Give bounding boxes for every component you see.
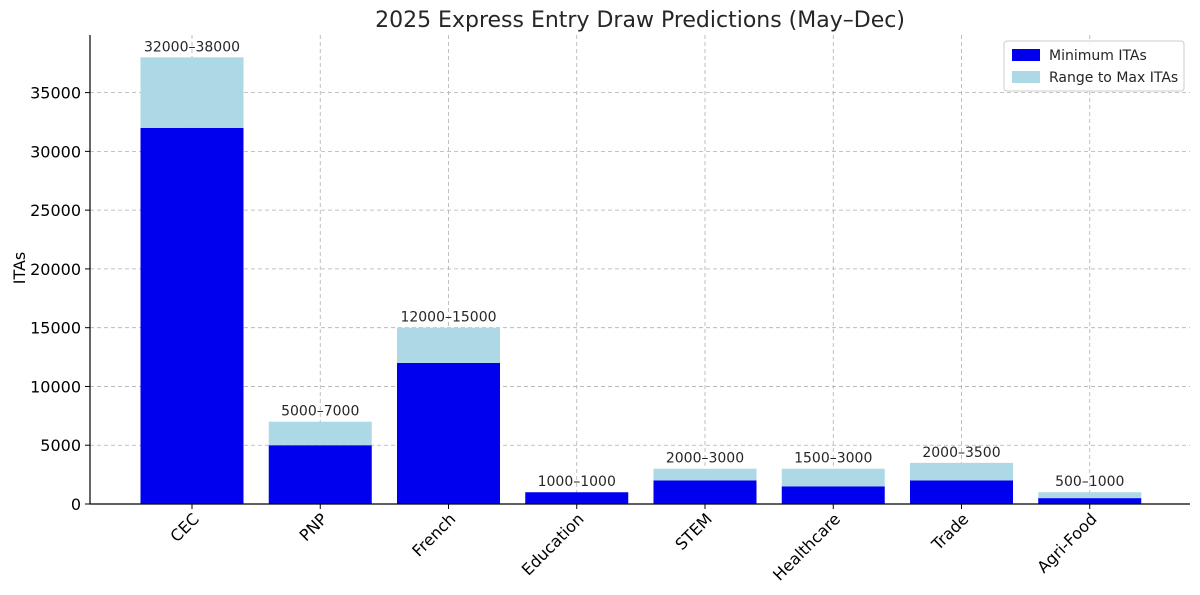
x-tick-label: Agri-Food xyxy=(1033,509,1100,576)
y-tick-label: 30000 xyxy=(30,142,81,161)
legend-swatch xyxy=(1012,71,1040,83)
bar-range xyxy=(397,327,500,363)
label-layer: 32000–38000 5000–7000 12000–15000 1000–1000… xyxy=(144,39,1124,490)
data-label: 1000–1000 xyxy=(538,474,616,490)
y-tick-label: 35000 xyxy=(30,84,81,103)
bar-minimum xyxy=(140,127,244,504)
grid-layer xyxy=(90,35,1190,505)
bar-minimum xyxy=(525,492,629,504)
data-label: 1500–3000 xyxy=(794,451,872,467)
y-tick-label: 5000 xyxy=(40,436,81,455)
y-tick-label: 15000 xyxy=(30,319,81,338)
bar-range xyxy=(910,462,1013,481)
data-label: 12000–15000 xyxy=(400,310,496,326)
data-label: 32000–38000 xyxy=(144,39,240,55)
x-tick-label: Healthcare xyxy=(769,509,844,584)
x-tick-label: STEM xyxy=(671,509,715,553)
bar-range xyxy=(1038,492,1142,499)
y-tick-label: 10000 xyxy=(30,377,81,396)
bar-layer xyxy=(140,57,1142,504)
bar-range xyxy=(140,57,244,128)
x-tick-label: Education xyxy=(518,509,588,579)
x-tick-label: French xyxy=(408,509,459,560)
bar-minimum xyxy=(653,480,757,504)
bar-minimum xyxy=(397,362,500,504)
bar-range xyxy=(653,468,757,481)
bar-range xyxy=(781,468,885,487)
legend-label: Range to Max ITAs xyxy=(1049,70,1178,86)
bar-minimum xyxy=(268,445,372,504)
bar-minimum xyxy=(781,486,885,504)
bar-minimum xyxy=(1038,498,1142,504)
data-label: 5000–7000 xyxy=(281,404,359,420)
legend-frame xyxy=(1003,40,1185,92)
bar-minimum xyxy=(910,480,1013,504)
data-label: 2000–3500 xyxy=(922,445,1000,461)
data-label: 2000–3000 xyxy=(666,451,744,467)
x-tick-label: CEC xyxy=(166,509,202,545)
x-tick-label: Trade xyxy=(927,509,972,554)
chart-title: 2025 Express Entry Draw Predictions (May… xyxy=(375,8,905,33)
data-label: 500–1000 xyxy=(1055,474,1124,490)
y-tick-label: 0 xyxy=(71,495,81,514)
legend-label: Minimum ITAs xyxy=(1049,48,1147,64)
bar-range xyxy=(268,421,372,446)
y-tick-label: 20000 xyxy=(30,260,81,279)
legend-swatch xyxy=(1012,49,1040,61)
y-axis-label: ITAs xyxy=(10,252,29,285)
y-tick-label: 25000 xyxy=(30,201,81,220)
x-tick-label: PNP xyxy=(296,509,332,545)
legend: Minimum ITAs Range to Max ITAs xyxy=(1003,40,1185,92)
